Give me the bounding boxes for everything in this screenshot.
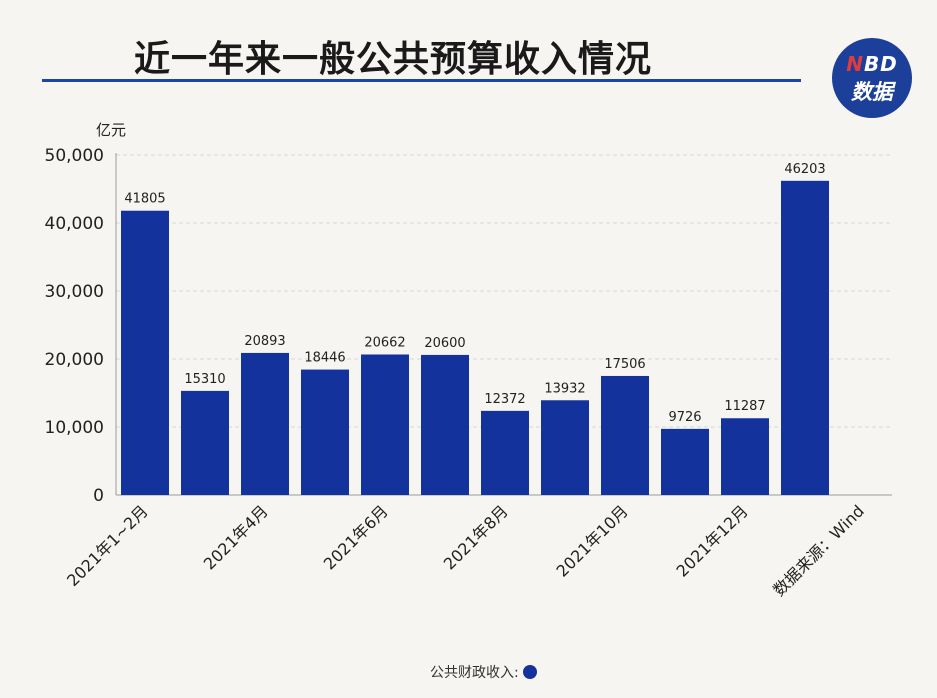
data-label: 13932 — [544, 381, 585, 396]
data-label: 17506 — [604, 357, 645, 372]
x-tick-label: 2021年10月 — [553, 501, 632, 580]
legend-label: 公共财政收入: — [430, 665, 519, 681]
data-label: 20893 — [244, 334, 285, 349]
x-tick-label: 2021年1~2月 — [63, 501, 152, 590]
legend-swatch — [522, 665, 537, 679]
bar — [181, 390, 229, 495]
y-tick-label: 20,000 — [45, 350, 104, 370]
data-label: 46203 — [784, 162, 825, 177]
data-label: 18446 — [304, 351, 345, 366]
x-tick-label: 2021年8月 — [440, 501, 512, 573]
data-label: 20662 — [364, 335, 405, 350]
y-tick-label: 10,000 — [45, 418, 104, 438]
y-tick-label: 50,000 — [45, 146, 104, 166]
data-label: 11287 — [724, 399, 765, 414]
bar — [481, 410, 529, 495]
title-underline — [42, 79, 801, 82]
data-label: 12372 — [484, 392, 525, 407]
y-tick-label: 30,000 — [45, 282, 104, 302]
bar — [601, 375, 649, 495]
x-tick-label: 2021年12月 — [673, 501, 752, 580]
nbd-logo: NBD 数据 — [832, 38, 912, 118]
y-tick-label: 0 — [93, 486, 104, 506]
logo-letter-n: N — [846, 52, 864, 76]
bar — [541, 400, 589, 495]
data-label: 41805 — [124, 192, 165, 207]
bar — [301, 369, 349, 495]
y-tick-label: 40,000 — [45, 214, 104, 234]
chart-title: 近一年来一般公共预算收入情况 — [134, 39, 653, 80]
x-tick-label: 2021年4月 — [200, 501, 272, 573]
bar — [421, 354, 469, 495]
legend: 公共财政收入: — [430, 662, 537, 682]
bar — [241, 352, 289, 495]
bar — [361, 354, 409, 495]
data-label: 15310 — [184, 372, 225, 387]
bar — [781, 180, 829, 496]
bar — [721, 418, 769, 495]
logo-text-data: 数据 — [851, 80, 893, 104]
bar — [121, 210, 169, 495]
logo-letters-bd: BD — [863, 52, 898, 76]
y-axis-label: 亿元 — [96, 121, 126, 139]
data-label: 9726 — [668, 410, 701, 425]
bar — [661, 428, 709, 495]
data-label: 20600 — [424, 336, 465, 351]
source-note: 数据来源：Wind — [769, 501, 867, 599]
x-tick-label: 2021年6月 — [320, 501, 392, 573]
